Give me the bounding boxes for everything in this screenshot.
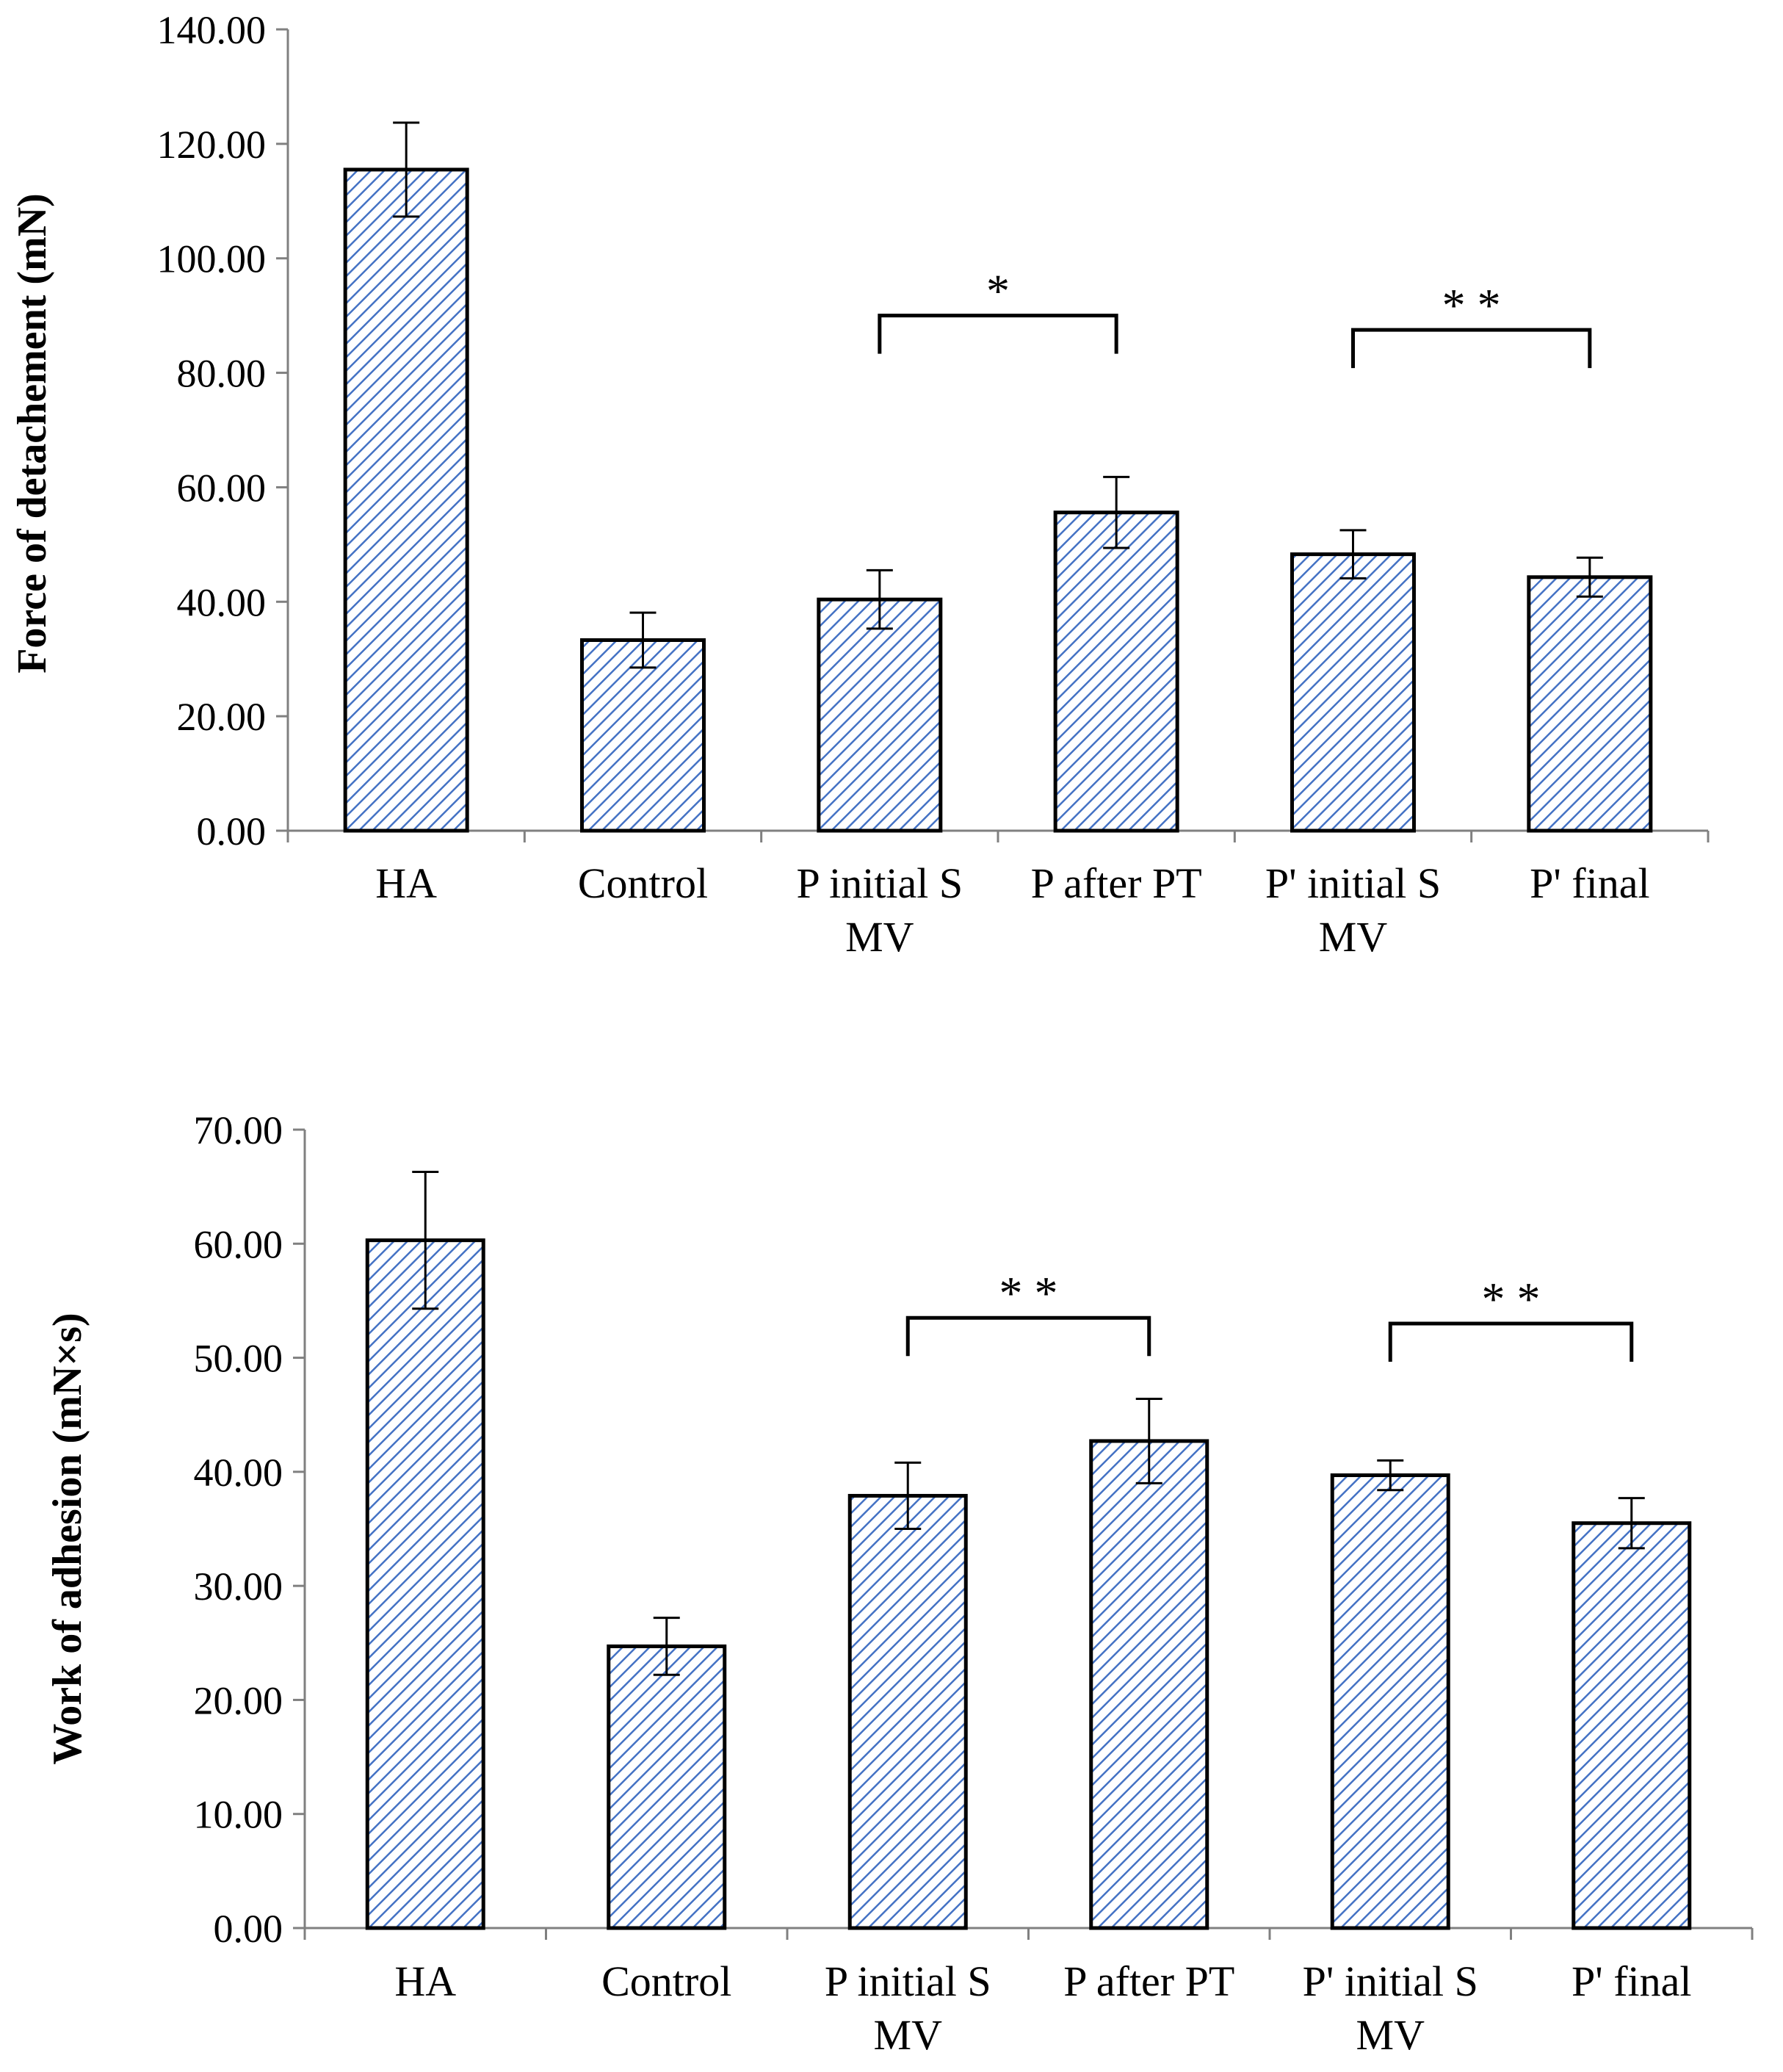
category-label: HA [375, 859, 437, 907]
category-label: P initial S [796, 859, 963, 907]
y-tick-label: 50.00 [194, 1337, 283, 1381]
category-label: P after PT [1031, 859, 1202, 907]
significance-bracket [1388, 1321, 1634, 1362]
category-label: P after PT [1063, 1957, 1234, 2005]
work-of-adhesion-chart: 0.00 10.00 20.00 30.00 40.00 50.00 60.00 70.00 H… [45, 1108, 1754, 2059]
y-tick-label: 60.00 [177, 466, 267, 510]
bar [1572, 1521, 1692, 1930]
category-label: Control [578, 859, 708, 907]
y-tick-label: 40.00 [177, 580, 267, 624]
y-tick-label: 70.00 [194, 1108, 283, 1152]
y-tick-label: 0.00 [197, 809, 267, 853]
bar [1330, 1473, 1450, 1930]
y-tick-label: 140.00 [157, 8, 267, 52]
category-label: P' final [1530, 859, 1650, 907]
y-tick-label: 100.00 [157, 237, 267, 281]
bar [847, 1493, 968, 1930]
category-label: MV [874, 2011, 943, 2059]
y-axis-title: Work of adhesion (mN×s) [45, 1313, 90, 1764]
significance-marker: * * [1482, 1273, 1541, 1325]
category-label: P initial S [825, 1957, 991, 2005]
bar [365, 1238, 485, 1930]
bar [1527, 575, 1653, 833]
category-label: MV [1319, 913, 1388, 961]
significance-bracket [905, 1315, 1151, 1357]
bar [817, 597, 943, 833]
category-label: Control [601, 1957, 731, 2005]
force-of-detachement-chart: 0.00 20.00 40.00 60.00 80.00 100.00 120.00 140.… [10, 8, 1710, 961]
bar [343, 167, 469, 833]
y-axis-title: Force of detachement (mN) [10, 193, 55, 674]
category-label: P' initial S [1303, 1957, 1478, 2005]
significance-bracket [878, 314, 1118, 354]
bar [1089, 1439, 1209, 1930]
category-label: P' initial S [1265, 859, 1441, 907]
y-tick-label: 40.00 [194, 1451, 283, 1495]
significance-marker: * * [1442, 279, 1501, 331]
category-label: MV [845, 913, 914, 961]
bar [580, 638, 706, 833]
y-tick-label: 120.00 [157, 123, 267, 167]
bar [1290, 552, 1416, 833]
y-tick-label: 20.00 [177, 695, 267, 739]
y-tick-label: 60.00 [194, 1222, 283, 1266]
y-tick-label: 30.00 [194, 1564, 283, 1609]
significance-marker: * * [999, 1267, 1058, 1319]
category-label: P' final [1572, 1957, 1692, 2005]
y-tick-label: 0.00 [214, 1907, 283, 1951]
significance-bracket [1351, 328, 1592, 369]
category-label: HA [394, 1957, 456, 2005]
y-tick-label: 20.00 [194, 1678, 283, 1722]
category-label: MV [1356, 2011, 1425, 2059]
y-tick-label: 10.00 [194, 1793, 283, 1837]
bar [607, 1644, 727, 1930]
y-tick-label: 80.00 [177, 352, 267, 396]
significance-marker: * [986, 265, 1010, 317]
bar [1053, 510, 1179, 833]
